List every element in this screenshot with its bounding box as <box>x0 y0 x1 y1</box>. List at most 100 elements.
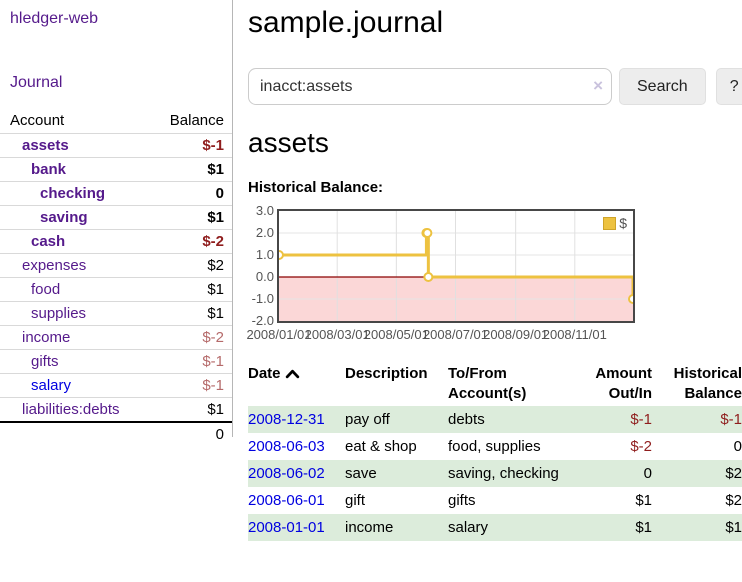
sidebar-item-journal[interactable]: Journal <box>10 74 63 91</box>
account-row: assets $-1 <box>0 133 232 158</box>
account-link[interactable]: gifts <box>31 353 59 370</box>
y-axis-tick: 2.0 <box>255 225 274 240</box>
legend-label: $ <box>619 215 627 231</box>
transaction-row: 2008-06-01 gift gifts $1 $2 <box>248 487 742 514</box>
transaction-amount: 0 <box>566 460 652 487</box>
search-input[interactable] <box>248 68 612 105</box>
transaction-amount: $1 <box>635 492 652 509</box>
transaction-accounts: saving, checking <box>448 460 566 487</box>
transaction-date-link[interactable]: 2008-01-01 <box>248 519 325 536</box>
transaction-description: pay off <box>345 406 448 433</box>
balance-chart: $ 3.0 2.0 1.0 0.0 -1.0 -2.0 2008/01/01 2008/03… <box>246 203 742 345</box>
account-row: salary $-1 <box>0 373 232 398</box>
transaction-row: 2008-01-01 income salary $1 $1 <box>248 514 742 541</box>
account-title: assets <box>248 127 329 158</box>
account-link[interactable]: saving <box>40 209 88 226</box>
transaction-balance: $2 <box>725 492 742 509</box>
account-balance: $1 <box>144 301 232 326</box>
transaction-accounts: debts <box>448 406 566 433</box>
x-axis-tick: 2008/07/01 <box>422 327 489 342</box>
account-balance: $1 <box>144 157 232 182</box>
x-axis-tick: 2008/03/01 <box>304 327 370 342</box>
transaction-amount: $-1 <box>566 406 652 433</box>
main-content: sample.journal × Search ? assets Histori… <box>233 0 742 541</box>
account-link[interactable]: food <box>31 281 61 298</box>
transaction-accounts: food, supplies <box>448 438 541 455</box>
account-balance: $-1 <box>144 373 232 398</box>
transaction-row: 2008-06-03 eat & shop food, supplies $-2 0 <box>248 433 742 460</box>
register-header-amount: Amount Out/In <box>595 365 652 402</box>
y-axis-tick: 3.0 <box>255 203 274 218</box>
y-axis-tick: 1.0 <box>255 247 274 262</box>
account-row: bank $1 <box>0 157 232 182</box>
account-link[interactable]: income <box>22 329 71 346</box>
register-header-accounts: To/From Account(s) <box>448 365 527 402</box>
transaction-date-link[interactable]: 2008-12-31 <box>248 411 325 428</box>
transaction-balance: $2 <box>652 460 742 487</box>
account-row: food $1 <box>0 277 232 302</box>
transaction-accounts: gifts <box>448 492 476 509</box>
app-title-link[interactable]: hledger-web <box>10 10 99 27</box>
y-axis-tick: -2.0 <box>251 313 274 328</box>
account-row: supplies $1 <box>0 301 232 326</box>
y-axis-tick: -1.0 <box>251 291 274 306</box>
sort-asc-icon <box>285 365 300 385</box>
account-balance: $2 <box>144 253 232 278</box>
clear-search-icon[interactable]: × <box>593 76 603 95</box>
account-balance: $-1 <box>144 349 232 374</box>
account-balance: $-2 <box>144 325 232 350</box>
data-point <box>422 228 433 238</box>
search-box: × <box>248 68 612 105</box>
account-link[interactable]: checking <box>40 185 106 202</box>
accounts-total-value: 0 <box>144 421 232 446</box>
account-link[interactable]: liabilities:debts <box>22 401 120 418</box>
transaction-description: income <box>345 514 448 541</box>
transaction-date-link[interactable]: 2008-06-01 <box>248 492 325 509</box>
account-link[interactable]: bank <box>31 161 67 178</box>
x-axis-tick: 2008/11/01 <box>542 327 607 342</box>
chart-legend: $ <box>601 214 629 232</box>
transaction-amount: $1 <box>566 514 652 541</box>
transaction-description: save <box>345 460 448 487</box>
transaction-date-link[interactable]: 2008-06-02 <box>248 465 325 482</box>
account-link[interactable]: cash <box>31 233 66 250</box>
account-row: income $-2 <box>0 325 232 350</box>
account-row: liabilities:debts $1 <box>0 397 232 422</box>
register-body: 2008-12-31 pay off debts $-1 $-1 2008-06-03 ea… <box>248 406 742 541</box>
register-table: Date Description To/From Account(s) Amou… <box>248 362 742 541</box>
account-balance: $-1 <box>144 133 232 158</box>
chart-label: Historical Balance: <box>248 179 384 196</box>
transaction-row: 2008-12-31 pay off debts $-1 $-1 <box>248 406 742 433</box>
page: hledger-web Journal Account Balance asse… <box>0 0 742 541</box>
account-balance: $1 <box>144 205 232 230</box>
account-link[interactable]: assets <box>22 137 69 154</box>
data-point <box>423 272 434 282</box>
account-balance: 0 <box>144 181 232 206</box>
y-axis-tick: 0.0 <box>255 269 274 284</box>
legend-swatch <box>603 216 617 230</box>
account-link[interactable]: supplies <box>31 305 87 322</box>
data-point <box>279 250 284 260</box>
account-balance: $-2 <box>144 229 232 254</box>
help-button[interactable]: ? <box>715 68 742 105</box>
account-row: checking 0 <box>0 181 232 206</box>
accounts-body: assets $-1 bank $1 checking 0 saving $1 cash $-2 e… <box>0 133 232 422</box>
accounts-total-row: 0 <box>0 421 232 446</box>
chart-plot-area: $ <box>277 209 635 323</box>
search-form: × Search ? <box>248 68 742 105</box>
transaction-balance: $1 <box>652 514 742 541</box>
account-row: saving $1 <box>0 205 232 230</box>
register-header-description: Description <box>345 365 428 382</box>
register-header-date[interactable]: Date <box>248 362 345 406</box>
transaction-row: 2008-06-02 save saving, checking 0 $2 <box>248 460 742 487</box>
account-link[interactable]: salary <box>31 377 72 394</box>
account-link[interactable]: expenses <box>22 257 87 274</box>
account-balance: $1 <box>144 397 232 422</box>
transaction-date-link[interactable]: 2008-06-03 <box>248 438 325 455</box>
search-button[interactable]: Search <box>619 68 706 105</box>
transaction-balance: $-1 <box>652 406 742 433</box>
transaction-description: gift <box>345 492 366 509</box>
account-row: expenses $2 <box>0 253 232 278</box>
accounts-header-account: Account <box>10 112 65 129</box>
account-row: gifts $-1 <box>0 349 232 374</box>
